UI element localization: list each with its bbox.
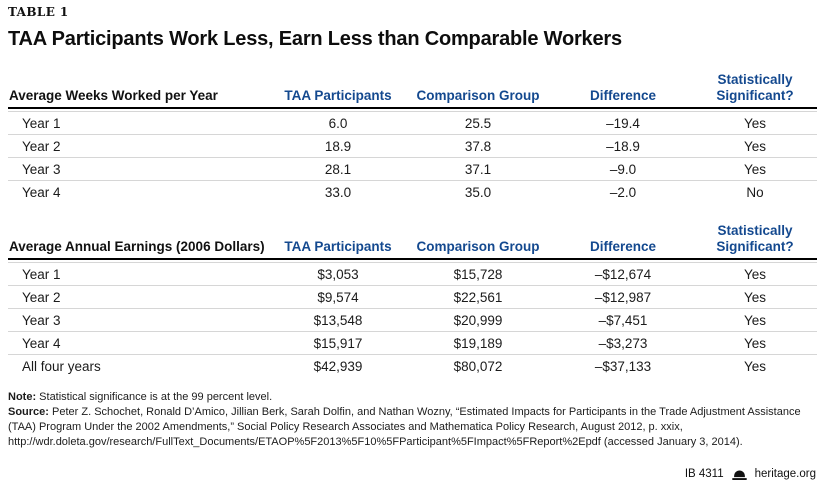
significant-value: Yes [743, 358, 767, 374]
difference-value: –$12,674 [594, 266, 652, 282]
significant-value: Yes [743, 312, 767, 328]
row-label: Year 2 [22, 138, 61, 154]
significant-value: Yes [743, 138, 767, 154]
comparison-value: $15,728 [453, 266, 503, 282]
note-text: Statistical significance is at the 99 pe… [39, 391, 273, 403]
taa-value: $13,548 [313, 312, 363, 328]
taa-value: $9,574 [317, 289, 359, 305]
source-text: Peter Z. Schochet, Ronald D’Amico, Jilli… [8, 406, 801, 448]
row-label: Year 3 [22, 161, 61, 177]
table-row: Year 2 $9,574 $22,561 –$12,987 Yes [8, 286, 817, 309]
weeks-table-header-row: Average Weeks Worked per Year TAA Partic… [8, 72, 817, 109]
difference-value: –$37,133 [594, 358, 652, 374]
comparison-value: 37.1 [464, 161, 492, 177]
difference-value: –19.4 [606, 115, 640, 131]
taa-value: $3,053 [317, 266, 359, 282]
table-row: Year 4 $15,917 $19,189 –$3,273 Yes [8, 332, 817, 355]
difference-value: –$7,451 [598, 312, 648, 328]
weeks-worked-table: Average Weeks Worked per Year TAA Partic… [8, 72, 817, 203]
column-header-statistically-significant: Statistically Significant? [716, 72, 794, 103]
column-header-taa-participants: TAA Participants [284, 239, 392, 254]
earnings-table-header-row: Average Annual Earnings (2006 Dollars) T… [8, 223, 817, 260]
note-line: Note: Statistical significance is at the… [8, 390, 817, 405]
row-label: Year 2 [22, 289, 61, 305]
column-header-statistically-significant: Statistically Significant? [716, 223, 794, 254]
comparison-value: 35.0 [464, 184, 492, 200]
taa-value: 6.0 [328, 115, 348, 131]
difference-value: –$3,273 [598, 335, 648, 351]
comparison-value: $80,072 [453, 358, 503, 374]
column-header-difference: Difference [589, 239, 657, 254]
significant-value: Yes [743, 289, 767, 305]
taa-value: 33.0 [324, 184, 352, 200]
weeks-table-body: Year 1 6.0 25.5 –19.4 Yes Year 2 18.9 37… [8, 111, 817, 203]
row-label: All four years [22, 358, 101, 374]
taa-value: 18.9 [324, 138, 352, 154]
row-label: Year 4 [22, 184, 61, 200]
difference-value: –2.0 [609, 184, 637, 200]
significant-value: Yes [743, 161, 767, 177]
source-line: Source: Peter Z. Schochet, Ronald D’Amic… [8, 405, 817, 450]
annual-earnings-table: Average Annual Earnings (2006 Dollars) T… [8, 223, 817, 377]
taa-value: $42,939 [313, 358, 363, 374]
report-id: IB 4311 [684, 467, 724, 480]
footer: IB 4311 heritage.org [685, 467, 816, 480]
row-label: Year 3 [22, 312, 61, 328]
table-row: Year 3 28.1 37.1 –9.0 Yes [8, 158, 817, 181]
table-row: All four years $42,939 $80,072 –$37,133 … [8, 355, 817, 377]
comparison-value: $22,561 [453, 289, 503, 305]
column-header-comparison-group: Comparison Group [416, 88, 540, 103]
taa-value: 28.1 [324, 161, 352, 177]
table-row: Year 1 $3,053 $15,728 –$12,674 Yes [8, 263, 817, 286]
note-label: Note: [8, 391, 37, 403]
site-name: heritage.org [754, 467, 816, 480]
table-row: Year 1 6.0 25.5 –19.4 Yes [8, 112, 817, 135]
comparison-value: $19,189 [453, 335, 503, 351]
heritage-bell-icon [731, 467, 747, 480]
significant-value: Yes [743, 335, 767, 351]
significant-value: Yes [743, 266, 767, 282]
source-label: Source: [8, 406, 49, 418]
significant-value: No [746, 184, 764, 200]
difference-value: –$12,987 [594, 289, 652, 305]
earnings-table-title: Average Annual Earnings (2006 Dollars) [9, 239, 265, 254]
column-header-taa-participants: TAA Participants [284, 88, 392, 103]
figure-title: TAA Participants Work Less, Earn Less th… [8, 28, 622, 50]
comparison-value: 37.8 [464, 138, 492, 154]
table-row: Year 4 33.0 35.0 –2.0 No [8, 181, 817, 203]
difference-value: –9.0 [609, 161, 637, 177]
comparison-value: $20,999 [453, 312, 503, 328]
row-label: Year 1 [22, 115, 61, 131]
taa-value: $15,917 [313, 335, 363, 351]
row-label: Year 1 [22, 266, 61, 282]
footnotes: Note: Statistical significance is at the… [8, 390, 817, 450]
table-row: Year 3 $13,548 $20,999 –$7,451 Yes [8, 309, 817, 332]
column-header-comparison-group: Comparison Group [416, 239, 540, 254]
comparison-value: 25.5 [464, 115, 492, 131]
significant-value: Yes [743, 115, 767, 131]
earnings-table-body: Year 1 $3,053 $15,728 –$12,674 Yes Year … [8, 262, 817, 377]
table-row: Year 2 18.9 37.8 –18.9 Yes [8, 135, 817, 158]
table-number-label: TABLE 1 [8, 5, 69, 19]
weeks-table-title: Average Weeks Worked per Year [9, 88, 218, 103]
row-label: Year 4 [22, 335, 61, 351]
column-header-difference: Difference [589, 88, 657, 103]
difference-value: –18.9 [606, 138, 640, 154]
